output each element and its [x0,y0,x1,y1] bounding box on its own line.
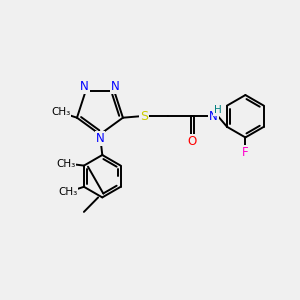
Text: N: N [111,80,120,93]
Text: F: F [242,146,249,159]
Text: N: N [80,80,89,93]
Text: N: N [209,110,218,123]
Text: S: S [140,110,148,123]
Text: CH₃: CH₃ [51,107,70,117]
Text: CH₃: CH₃ [58,187,77,197]
Text: H: H [214,105,221,115]
Text: O: O [188,135,197,148]
Text: N: N [96,132,104,145]
Text: CH₃: CH₃ [56,159,75,169]
